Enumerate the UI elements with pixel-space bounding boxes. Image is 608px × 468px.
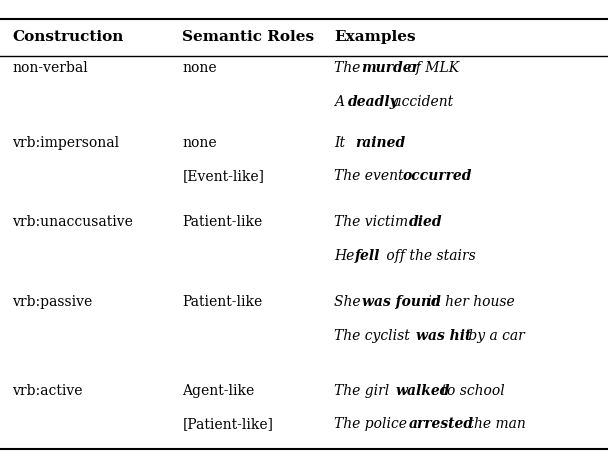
- Text: accident: accident: [389, 95, 453, 109]
- Text: vrb:passive: vrb:passive: [12, 295, 92, 309]
- Text: off the stairs: off the stairs: [382, 249, 476, 263]
- Text: vrb:impersonal: vrb:impersonal: [12, 136, 119, 150]
- Text: Semantic Roles: Semantic Roles: [182, 30, 314, 44]
- Text: none: none: [182, 136, 217, 150]
- Text: [Event-like]: [Event-like]: [182, 169, 264, 183]
- Text: A: A: [334, 95, 349, 109]
- Text: walked: walked: [396, 384, 450, 398]
- Text: fell: fell: [355, 249, 380, 263]
- Text: none: none: [182, 61, 217, 75]
- Text: vrb:unaccusative: vrb:unaccusative: [12, 215, 133, 229]
- Text: The police: The police: [334, 417, 412, 431]
- Text: in her house: in her house: [423, 295, 515, 309]
- Text: rained: rained: [355, 136, 405, 150]
- Text: deadly: deadly: [348, 95, 399, 109]
- Text: Patient-like: Patient-like: [182, 295, 263, 309]
- Text: was found: was found: [362, 295, 441, 309]
- Text: of MLK: of MLK: [402, 61, 458, 75]
- Text: The event: The event: [334, 169, 409, 183]
- Text: [Patient-like]: [Patient-like]: [182, 417, 274, 431]
- Text: Construction: Construction: [12, 30, 123, 44]
- Text: She: She: [334, 295, 365, 309]
- Text: The victim: The victim: [334, 215, 413, 229]
- Text: non-verbal: non-verbal: [12, 61, 88, 75]
- Text: He: He: [334, 249, 359, 263]
- Text: It: It: [334, 136, 350, 150]
- Text: The cyclist: The cyclist: [334, 329, 415, 343]
- Text: The girl: The girl: [334, 384, 394, 398]
- Text: the man: the man: [464, 417, 525, 431]
- Text: to school: to school: [437, 384, 504, 398]
- Text: Agent-like: Agent-like: [182, 384, 255, 398]
- Text: Patient-like: Patient-like: [182, 215, 263, 229]
- Text: The: The: [334, 61, 365, 75]
- Text: murder: murder: [362, 61, 420, 75]
- Text: Examples: Examples: [334, 30, 416, 44]
- Text: occurred: occurred: [402, 169, 472, 183]
- Text: arrested: arrested: [409, 417, 474, 431]
- Text: was hit: was hit: [416, 329, 471, 343]
- Text: by a car: by a car: [464, 329, 525, 343]
- Text: died: died: [409, 215, 443, 229]
- Text: vrb:active: vrb:active: [12, 384, 83, 398]
